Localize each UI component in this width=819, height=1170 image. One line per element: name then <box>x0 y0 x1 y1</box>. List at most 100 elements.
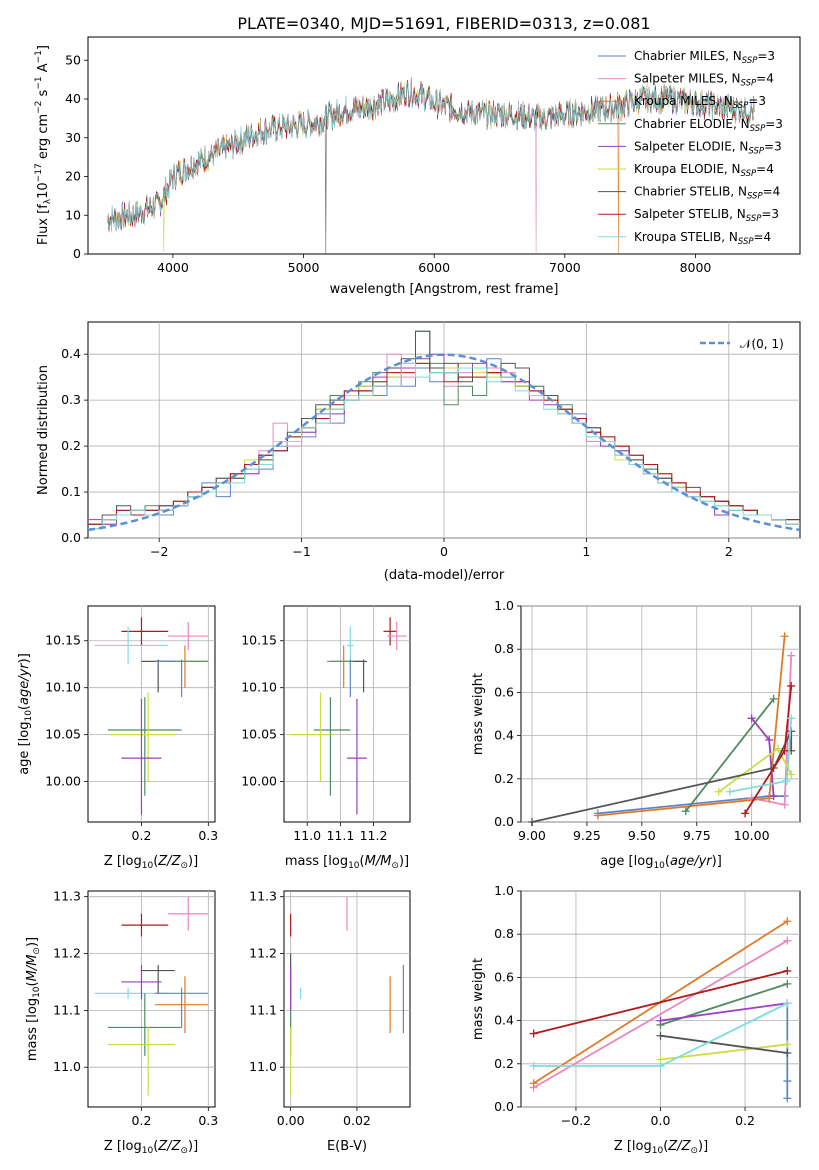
age-vs-mass-xlabel: mass [log10(M/M⊙)] <box>285 854 409 871</box>
point-marker <box>783 966 792 975</box>
y-tick-label: 10.00 <box>45 774 81 789</box>
y-tick-label: 0.2 <box>61 438 81 453</box>
mass-weight-vs-age-ylabel: mass weight <box>471 673 486 755</box>
y-tick-label: 10.00 <box>241 774 277 789</box>
x-tick-label: 9.25 <box>573 828 601 843</box>
series-line <box>531 730 793 823</box>
point-marker <box>769 792 778 801</box>
series-line <box>660 1034 788 1054</box>
legend-label: Salpeter MILES, NSSP=4 <box>634 72 774 89</box>
point-marker <box>787 714 796 723</box>
y-tick-label: 11.2 <box>53 946 81 961</box>
y-tick-label: 0.4 <box>494 728 514 743</box>
y-tick-label: 0.2 <box>494 771 514 786</box>
mass-weight-vs-age-axes <box>520 605 801 823</box>
gridlines <box>88 322 800 1108</box>
point-marker <box>783 999 792 1008</box>
x-tick-label: 10.00 <box>734 828 770 843</box>
point-marker <box>787 770 796 779</box>
y-tick-label: 11.1 <box>249 1002 277 1017</box>
point-marker <box>529 1029 538 1038</box>
point-marker <box>780 632 789 641</box>
y-tick-label: 0.0 <box>61 530 81 545</box>
series-line <box>533 970 788 1035</box>
x-tick-label: 7000 <box>549 260 581 275</box>
x-tick-label: −2 <box>150 544 168 559</box>
series-line <box>685 698 775 812</box>
y-tick-label: 0.1 <box>61 484 81 499</box>
y-tick-label: 10.15 <box>45 633 81 648</box>
mass-weight-vs-Z-ylabel: mass weight <box>471 958 486 1040</box>
legend-label: Chabrier STELIB, NSSP=4 <box>634 185 780 202</box>
x-tick-label: 11.2 <box>360 828 388 843</box>
x-tick-label: 0.02 <box>343 1113 371 1128</box>
age-vs-Z-axes <box>87 605 216 823</box>
y-tick-label: 11.3 <box>249 889 277 904</box>
legend-label: Chabrier ELODIE, NSSP=3 <box>634 117 783 134</box>
y-tick-label: 50 <box>65 52 81 67</box>
x-tick-label: −0.2 <box>561 1113 591 1128</box>
y-tick-label: 30 <box>65 130 81 145</box>
x-tick-label: 0.3 <box>198 828 218 843</box>
x-tick-label: 0.3 <box>198 1113 218 1128</box>
x-tick-label: 0 <box>440 544 448 559</box>
y-tick-label: 11.1 <box>53 1002 81 1017</box>
point-marker <box>741 809 750 818</box>
y-tick-label: 10.05 <box>45 727 81 742</box>
legend-label: Chabrier MILES, NSSP=3 <box>634 49 775 66</box>
mass-weight-vs-age-xlabel: age [log10(age/yr)] <box>600 854 722 871</box>
x-tick-label: 0.2 <box>735 1113 755 1128</box>
y-tick-label: 1.0 <box>494 598 514 613</box>
mass-vs-ebv-xlabel: E(B-V) <box>327 1139 367 1154</box>
point-marker <box>774 744 783 753</box>
x-tick-label: 0.2 <box>132 1113 152 1128</box>
mass-vs-Z-axes <box>87 890 216 1108</box>
x-tick-label: 0.0 <box>651 1113 671 1128</box>
series-line <box>660 1002 788 1022</box>
residuals-xlabel: (data-model)/error <box>384 568 505 583</box>
x-tick-label: 6000 <box>418 260 450 275</box>
spectrum-legend: Chabrier MILES, NSSP=3 Salpeter MILES, NS… <box>598 49 783 247</box>
point-marker <box>529 1061 538 1070</box>
point-marker <box>783 1040 792 1049</box>
y-tick-label: 40 <box>65 91 81 106</box>
spectrum-line <box>107 78 755 233</box>
point-marker <box>725 787 734 796</box>
point-marker <box>656 1016 665 1025</box>
mass-vs-ebv-axes <box>283 890 411 1108</box>
point-marker <box>783 917 792 926</box>
residuals-ylabel: Normed distribution <box>36 365 51 495</box>
y-tick-label: 10.10 <box>45 680 81 695</box>
point-marker <box>783 1094 792 1103</box>
y-tick-label: 10.10 <box>241 680 277 695</box>
series-line <box>533 939 788 1089</box>
series-line <box>660 1043 788 1061</box>
point-marker <box>787 681 796 690</box>
point-marker <box>765 794 774 803</box>
age-vs-mass-axes <box>283 605 411 823</box>
mass-vs-Z-ylabel: mass [log10(M/M⊙)] <box>25 937 42 1061</box>
point-marker <box>783 936 792 945</box>
y-tick-label: 11.0 <box>249 1059 277 1074</box>
normal-legend-label: 𝒩(0, 1) <box>740 337 784 351</box>
y-tick-label: 1.0 <box>494 883 514 898</box>
point-marker <box>529 1079 538 1088</box>
y-tick-label: 0.4 <box>494 1013 514 1028</box>
spectrum-axes <box>87 36 801 255</box>
point-marker <box>747 714 756 723</box>
y-tick-label: 10.15 <box>241 633 277 648</box>
point-marker <box>593 811 602 820</box>
series-line <box>597 636 786 817</box>
point-marker <box>656 1031 665 1040</box>
y-tick-label: 20 <box>65 169 81 184</box>
y-tick-label: 0.6 <box>494 684 514 699</box>
histogram-step <box>88 362 800 530</box>
normal-curve <box>87 353 801 532</box>
y-tick-label: 10 <box>65 207 81 222</box>
point-marker <box>681 807 690 816</box>
y-tick-label: 0.0 <box>494 814 514 829</box>
x-tick-label: 4000 <box>157 260 189 275</box>
x-tick-label: 0.00 <box>277 1113 305 1128</box>
point-marker <box>656 1061 665 1070</box>
